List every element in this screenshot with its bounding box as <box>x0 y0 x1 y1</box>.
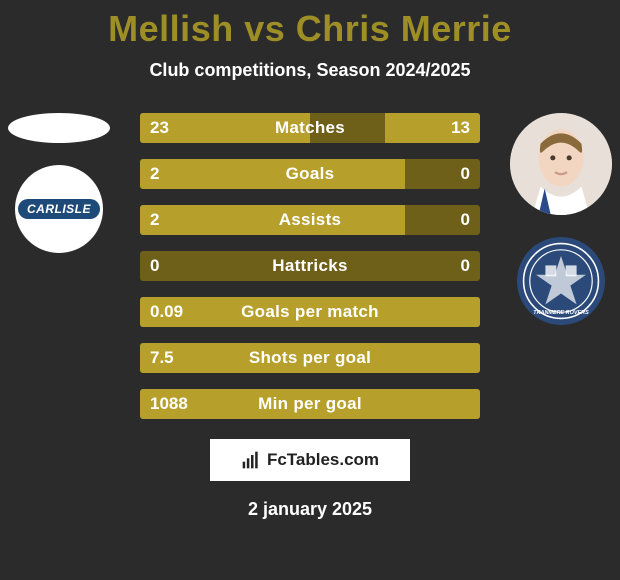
club-right-badge: TRANMERE ROVERS <box>517 237 605 325</box>
player-right-column: TRANMERE ROVERS <box>510 113 612 325</box>
stat-label: Goals <box>140 159 480 189</box>
page-title: Mellish vs Chris Merrie <box>108 8 512 50</box>
stat-label: Assists <box>140 205 480 235</box>
page-subtitle: Club competitions, Season 2024/2025 <box>149 60 470 81</box>
stat-row: 00Hattricks <box>140 251 480 281</box>
stat-label: Matches <box>140 113 480 143</box>
stat-label: Hattricks <box>140 251 480 281</box>
footer-text: FcTables.com <box>267 450 379 470</box>
comparison-panel: CARLISLE <box>0 113 620 419</box>
player-left-column: CARLISLE <box>8 113 110 253</box>
footer-logo: FcTables.com <box>210 439 410 481</box>
club-left-badge: CARLISLE <box>15 165 103 253</box>
stat-row: 2313Matches <box>140 113 480 143</box>
player-right-avatar <box>510 113 612 215</box>
svg-text:TRANMERE ROVERS: TRANMERE ROVERS <box>533 310 589 316</box>
stat-label: Goals per match <box>140 297 480 327</box>
player-left-avatar <box>8 113 110 143</box>
stats-bars: 2313Matches 20Goals 20Assists 00Hattricks 0.… <box>140 113 480 419</box>
stat-row: 0.09Goals per match <box>140 297 480 327</box>
club-left-label: CARLISLE <box>18 199 100 219</box>
date-text: 2 january 2025 <box>248 499 372 520</box>
stat-label: Shots per goal <box>140 343 480 373</box>
stat-row: 20Assists <box>140 205 480 235</box>
chart-icon <box>241 450 261 470</box>
stat-row: 7.5Shots per goal <box>140 343 480 373</box>
stat-row: 1088Min per goal <box>140 389 480 419</box>
stat-label: Min per goal <box>140 389 480 419</box>
stat-row: 20Goals <box>140 159 480 189</box>
